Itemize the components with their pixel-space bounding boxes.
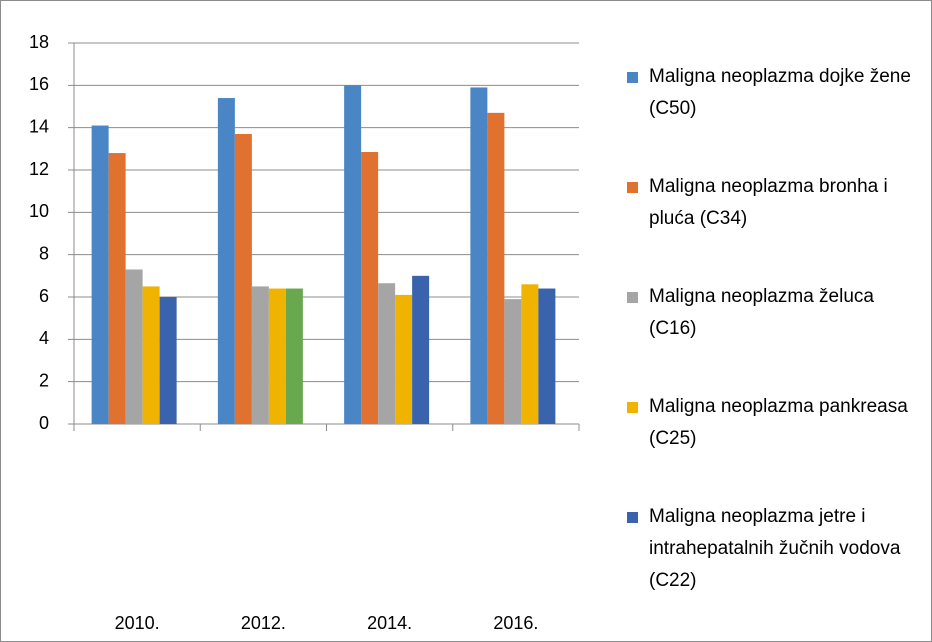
legend: Maligna neoplazma dojke žene (C50) Malign… [627, 61, 917, 611]
y-tick-label: 10 [29, 201, 49, 221]
bar [412, 275, 430, 424]
bar [504, 299, 522, 424]
bar [251, 286, 269, 424]
legend-item: Maligna neoplazma bronha i pluća (C34) [627, 171, 917, 281]
bar [395, 294, 413, 424]
y-tick-label: 4 [39, 328, 49, 348]
bar [142, 286, 160, 424]
legend-item: Maligna neoplazma želuca (C16) [627, 281, 917, 391]
bar [108, 153, 126, 425]
y-tick-label: 12 [29, 159, 49, 179]
legend-swatch [627, 402, 638, 413]
x-tick-label: 2012. [241, 613, 286, 633]
bar [487, 112, 505, 424]
legend-swatch [627, 182, 638, 193]
y-tick-label: 0 [39, 413, 49, 433]
x-tick-label: 2010. [115, 613, 160, 633]
legend-swatch [627, 72, 638, 83]
x-tick-label: 2016. [493, 613, 538, 633]
bar [521, 284, 539, 424]
bar [344, 85, 362, 424]
legend-swatch [627, 292, 638, 303]
y-tick-label: 18 [29, 32, 49, 52]
y-tick-label: 6 [39, 286, 49, 306]
bar [91, 125, 109, 425]
y-tick-label: 2 [39, 370, 49, 390]
legend-label: Maligna neoplazma jetre i intrahepatalni… [649, 506, 901, 591]
legend-label: Maligna neoplazma dojke žene (C50) [649, 66, 911, 119]
bar [378, 283, 396, 424]
bar [361, 152, 379, 424]
bar [234, 134, 252, 424]
y-tick-label: 14 [29, 116, 49, 136]
legend-label: Maligna neoplazma želuca (C16) [649, 286, 874, 339]
bar [538, 288, 556, 424]
legend-label: Maligna neoplazma bronha i pluća (C34) [649, 176, 888, 229]
bar [470, 87, 488, 424]
bar [285, 288, 303, 424]
x-tick-label: 2014. [367, 613, 412, 633]
bar [159, 297, 177, 424]
legend-label: Maligna neoplazma pankreasa (C25) [649, 396, 908, 449]
y-tick-label: 16 [29, 74, 49, 94]
bar [125, 269, 143, 424]
legend-swatch [627, 512, 638, 523]
legend-item: Maligna neoplazma dojke žene (C50) [627, 61, 917, 171]
y-tick-label: 8 [39, 243, 49, 263]
bar [217, 98, 235, 425]
legend-item: Maligna neoplazma jetre i intrahepatalni… [627, 501, 917, 611]
bar [268, 288, 286, 424]
legend-item: Maligna neoplazma pankreasa (C25) [627, 391, 917, 501]
